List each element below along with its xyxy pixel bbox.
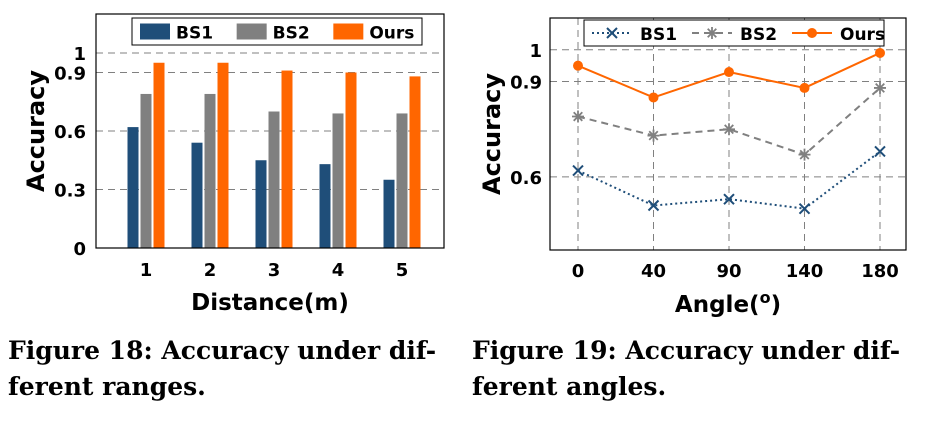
x-tick-label: 4 xyxy=(332,260,345,281)
figure-18-caption-line-1: Figure 18: Accuracy under dif- xyxy=(8,336,437,365)
legend-swatch-bs1 xyxy=(140,23,170,40)
line-bs1 xyxy=(577,150,881,210)
figure-19-caption-line-1: Figure 19: Accuracy under dif- xyxy=(472,336,901,365)
bar-ours xyxy=(217,62,229,248)
x-tick-label: 1 xyxy=(140,260,153,281)
point-ours xyxy=(573,60,583,71)
figure-19-caption: Figure 19: Accuracy under dif- ferent an… xyxy=(472,333,942,405)
bar-bs2 xyxy=(140,93,152,248)
point-bs1 xyxy=(798,202,811,215)
plot-frame xyxy=(549,17,907,251)
point-ours xyxy=(799,82,810,93)
series-bs1 xyxy=(572,145,886,215)
x-tick-label: 90 xyxy=(716,261,741,282)
y-tick-label: 1 xyxy=(73,44,86,65)
point-bs2 xyxy=(723,123,735,136)
series-bs2 xyxy=(140,93,408,248)
point-bs1 xyxy=(647,199,660,212)
y-axis-title: Accuracy xyxy=(478,73,506,195)
y-tick-label: 0.3 xyxy=(54,181,86,202)
legend-swatch-ours xyxy=(333,23,364,40)
series-bs1 xyxy=(127,127,395,248)
point-bs2 xyxy=(572,110,584,123)
gridlines xyxy=(550,18,906,250)
bar-bs1 xyxy=(383,179,395,248)
legend-marker-bs2 xyxy=(706,27,718,39)
bar-ours xyxy=(153,62,165,248)
legend-label-bs1: BS1 xyxy=(640,25,677,45)
legend-marker-bs1 xyxy=(606,27,618,39)
legend-marker-ours xyxy=(807,28,817,38)
legend: BS1 BS2 Ours xyxy=(131,17,423,46)
legend-label-bs2: BS2 xyxy=(740,25,777,45)
bar-bs2 xyxy=(268,111,280,248)
point-bs2 xyxy=(798,148,811,161)
plot-frame xyxy=(95,13,445,249)
legend-label-bs1: BS1 xyxy=(176,24,213,44)
bar-bs1 xyxy=(127,127,139,248)
series-ours xyxy=(153,62,421,249)
bar-ours xyxy=(345,72,357,248)
y-tick-label: 0.9 xyxy=(510,73,542,94)
x-axis-title: Distance(m) xyxy=(191,290,349,316)
legend-box xyxy=(131,17,423,46)
y-tick-label: 0.9 xyxy=(54,64,86,85)
point-ours xyxy=(875,47,885,58)
line-bs2 xyxy=(577,87,881,156)
line-chart-accuracy-vs-angle: 0.6 0.9 1 0 40 90 140 180 Accuracy Angle(o) BS1 BS2… xyxy=(478,17,907,318)
y-tick-label: 0.6 xyxy=(54,122,86,143)
legend-label-ours: Ours xyxy=(840,25,885,45)
legend-label-ours: Ours xyxy=(369,24,414,44)
y-tick-label: 0 xyxy=(73,239,86,260)
y-axis-title: Accuracy xyxy=(22,70,50,192)
figure-18-caption-line-2: ferent ranges. xyxy=(8,372,206,401)
bar-bs1 xyxy=(319,164,331,248)
point-bs1 xyxy=(874,145,886,158)
series-ours xyxy=(573,47,885,103)
x-tick-label: 0 xyxy=(572,261,585,282)
bar-bs2 xyxy=(332,113,344,248)
figure-18-caption: Figure 18: Accuracy under dif- ferent ra… xyxy=(8,333,478,405)
point-bs1 xyxy=(723,193,735,205)
x-axis-title: Angle(o) xyxy=(675,288,781,318)
x-tick-label: 140 xyxy=(786,261,824,282)
bar-bs2 xyxy=(204,93,216,248)
series-bs2 xyxy=(572,81,886,161)
bar-bs1 xyxy=(255,160,267,248)
bar-bs1 xyxy=(191,142,203,248)
point-bs2 xyxy=(647,129,660,142)
x-tick-label: 3 xyxy=(268,260,281,281)
y-tick-label: 1 xyxy=(529,41,542,62)
point-ours xyxy=(648,92,659,103)
bar-bs2 xyxy=(396,113,408,248)
x-tick-label: 5 xyxy=(396,260,409,281)
point-bs1 xyxy=(572,164,584,177)
legend-label-bs2: BS2 xyxy=(273,24,310,44)
x-tick-label: 2 xyxy=(204,260,217,281)
legend-box xyxy=(583,19,885,47)
bar-ours xyxy=(409,76,421,249)
figure-19-caption-line-2: ferent angles. xyxy=(472,372,667,401)
y-tick-label: 0.6 xyxy=(510,168,542,189)
x-tick-label: 40 xyxy=(641,261,666,282)
legend-swatch-bs2 xyxy=(236,23,267,40)
point-bs2 xyxy=(874,81,886,94)
point-ours xyxy=(724,67,734,78)
bar-ours xyxy=(281,70,293,248)
legend: BS1 BS2 Ours xyxy=(583,19,885,47)
x-tick-label: 180 xyxy=(861,261,899,282)
